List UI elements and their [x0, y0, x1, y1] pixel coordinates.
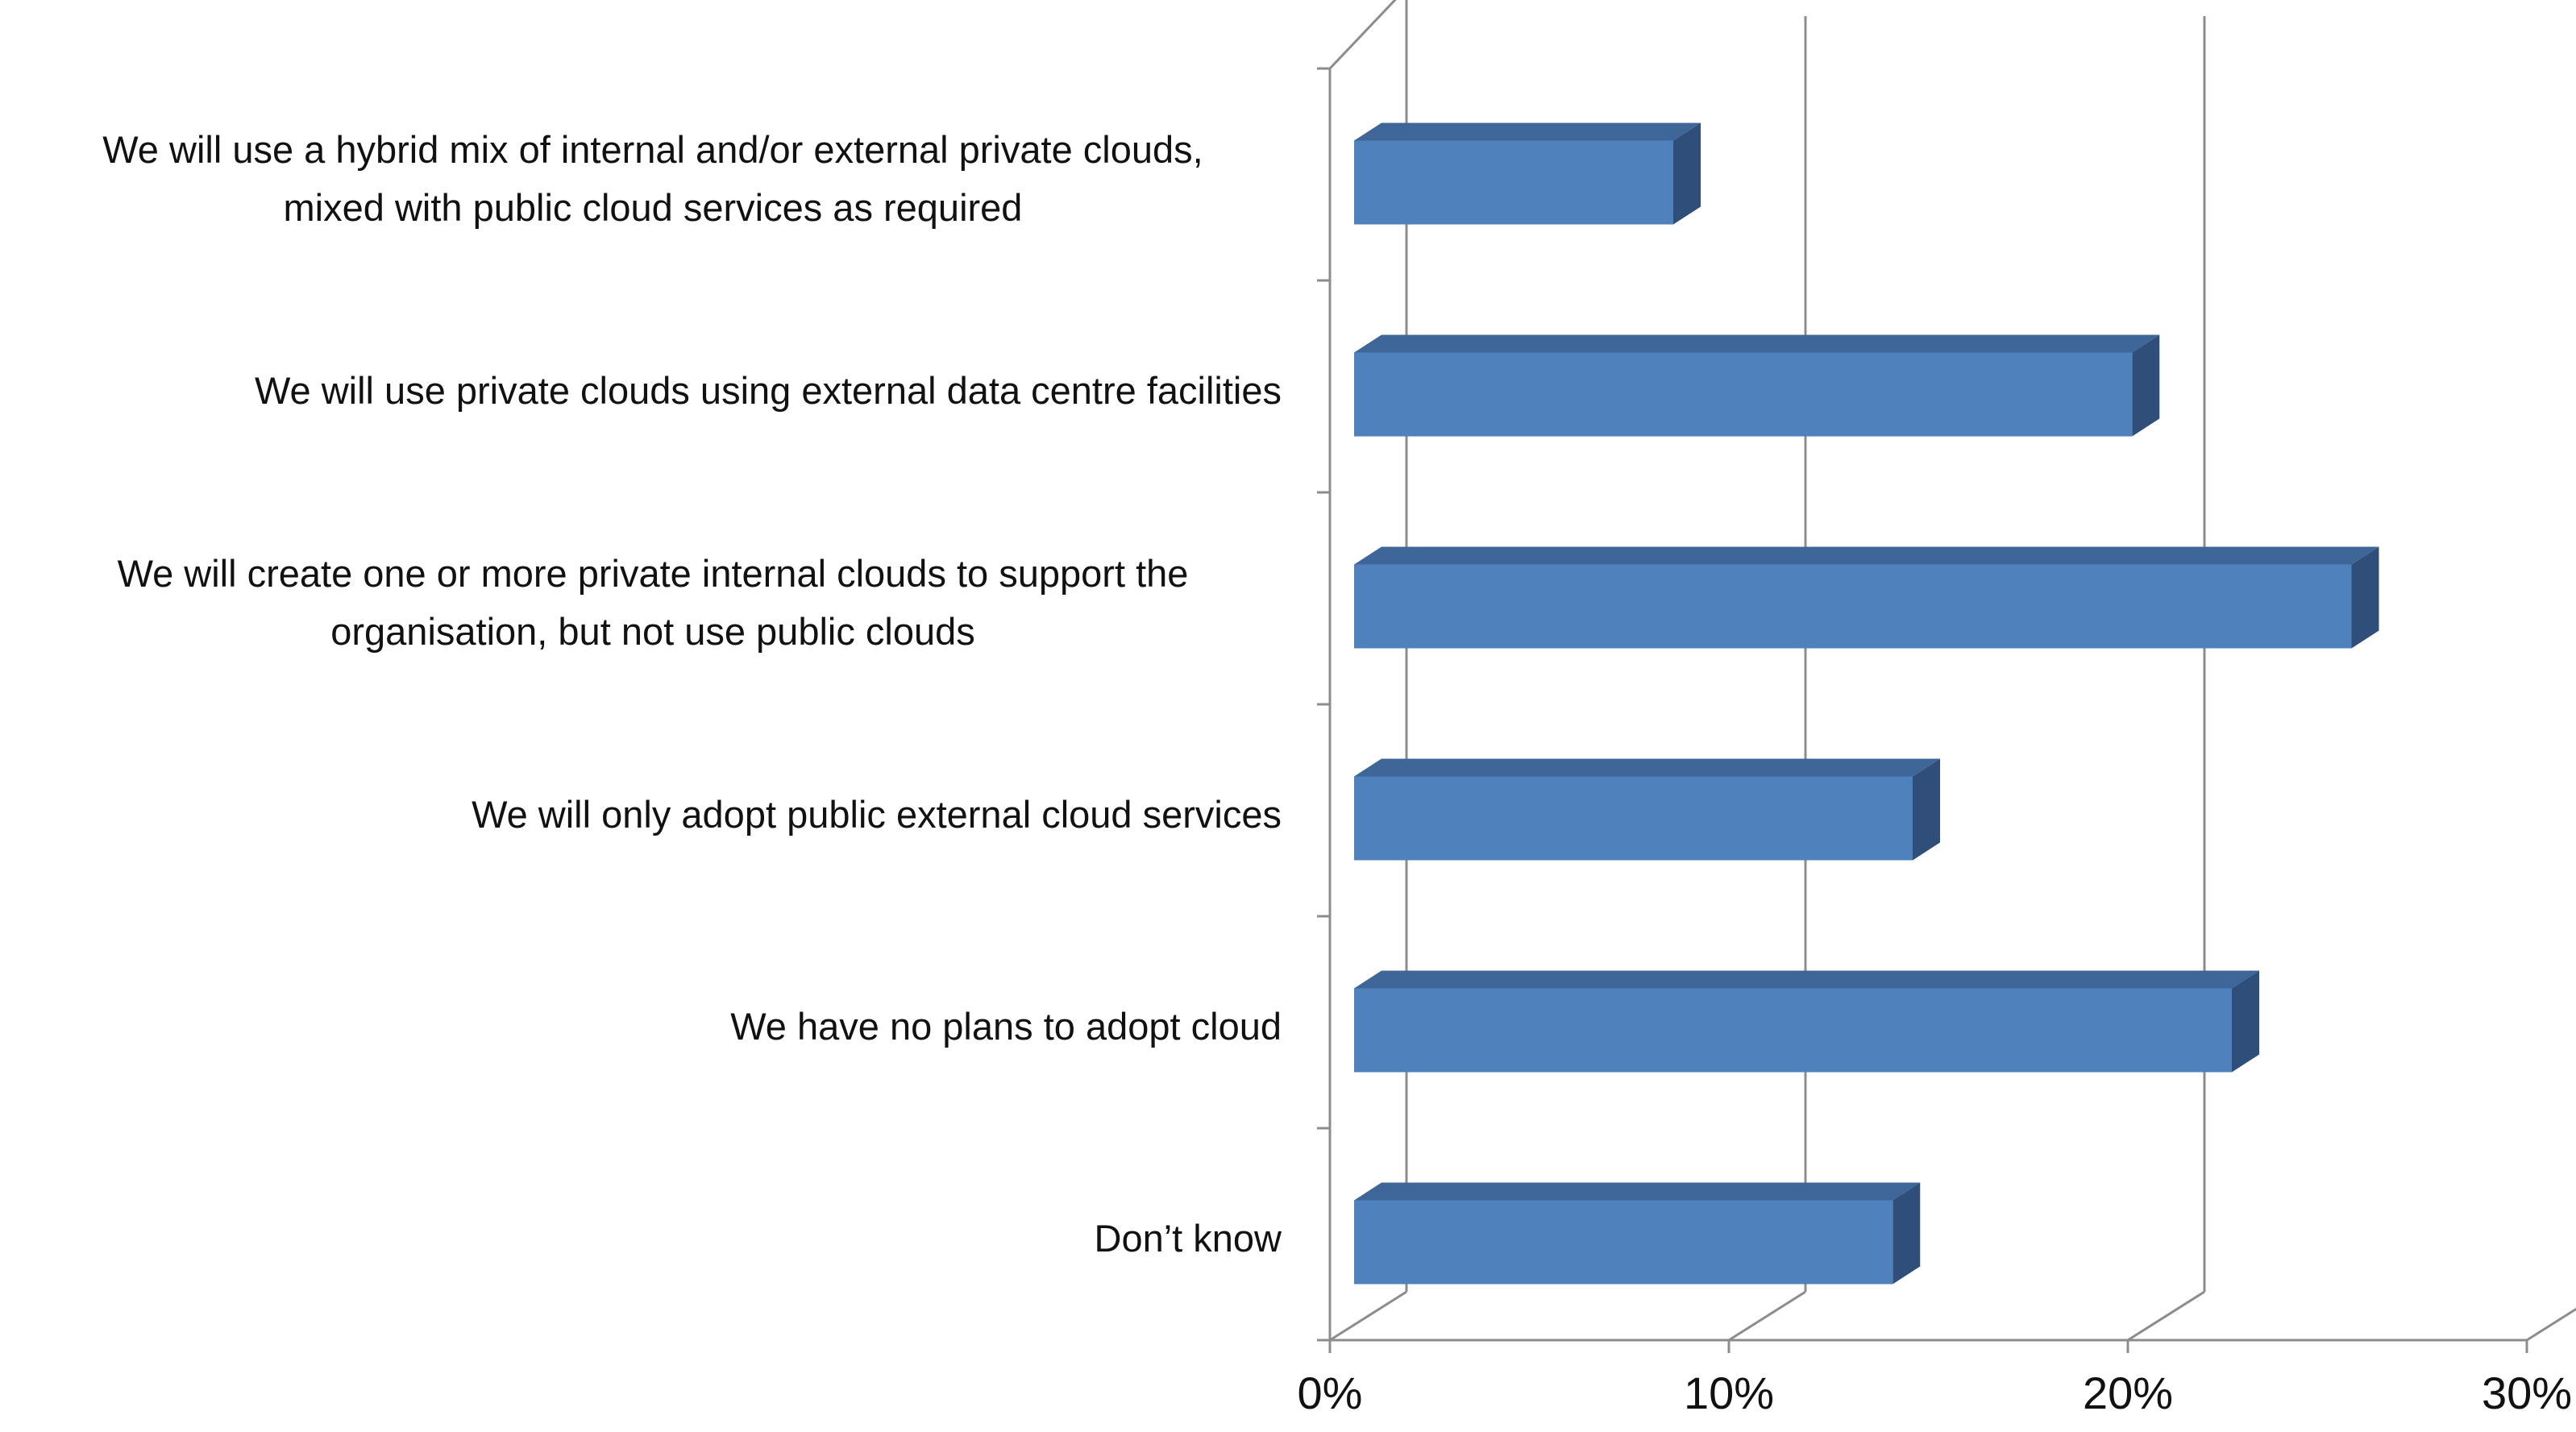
bar-top-face — [1354, 758, 1940, 777]
bar-side-face — [2351, 546, 2379, 649]
category-label-line: We will only adopt public external cloud… — [472, 792, 1282, 836]
bar-top-face — [1354, 122, 1701, 141]
bar-front-face — [1354, 988, 2232, 1073]
category-label: Don’t know — [24, 1210, 1282, 1268]
category-label-line: We will create one or more private inter… — [117, 551, 1189, 595]
bar — [1354, 758, 1940, 861]
bar-front-face — [1354, 352, 2133, 437]
category-label-line: We have no plans to adopt cloud — [730, 1004, 1282, 1048]
bar-front-face — [1354, 140, 1673, 225]
x-tick-label: 30% — [2482, 1368, 2572, 1418]
category-label: We will only adopt public external cloud… — [24, 786, 1282, 844]
bar — [1354, 546, 2379, 649]
bar — [1354, 1182, 1921, 1285]
floor-gridline — [1728, 1290, 1806, 1342]
bar-side-face — [1913, 758, 1940, 861]
wall-top-edge — [1328, 0, 1397, 70]
bar-front-face — [1354, 1200, 1893, 1285]
category-label: We will use a hybrid mix of internal and… — [24, 121, 1282, 237]
bars — [1354, 122, 2379, 1285]
category-label-line: We will use a hybrid mix of internal and… — [102, 127, 1203, 171]
bar-front-face — [1354, 776, 1913, 861]
x-tick-label: 10% — [1684, 1368, 1774, 1418]
category-label: We have no plans to adopt cloud — [24, 998, 1282, 1056]
bar — [1354, 334, 2160, 437]
gridlines — [1329, 16, 2576, 1342]
bar-top-face — [1354, 546, 2379, 565]
category-label: We will create one or more private inter… — [24, 545, 1282, 661]
bar-side-face — [2232, 970, 2259, 1073]
category-label-line: Don’t know — [1094, 1216, 1282, 1260]
bar-side-face — [1673, 122, 1701, 225]
category-label-line: mixed with public cloud services as requ… — [283, 185, 1023, 229]
x-tick-labels: 0% 10% 20% 30% — [1298, 1368, 2573, 1418]
category-label-line: We will use private clouds using externa… — [255, 368, 1282, 412]
bar-side-face — [2132, 334, 2160, 437]
floor-gridline — [1329, 1290, 1407, 1342]
bar — [1354, 970, 2259, 1073]
x-tick-label: 20% — [2083, 1368, 2173, 1418]
bar-top-face — [1354, 334, 2160, 353]
bar-top-face — [1354, 970, 2259, 989]
bar — [1354, 122, 1701, 225]
category-label: We will use private clouds using externa… — [24, 362, 1282, 420]
floor-gridline — [2127, 1290, 2205, 1342]
x-tick-label: 0% — [1298, 1368, 1363, 1418]
bar-top-face — [1354, 1182, 1921, 1201]
bar-side-face — [1893, 1182, 1921, 1285]
floor-gridline — [2526, 1307, 2576, 1342]
category-label-line: organisation, but not use public clouds — [330, 609, 975, 653]
bar-front-face — [1354, 564, 2352, 649]
